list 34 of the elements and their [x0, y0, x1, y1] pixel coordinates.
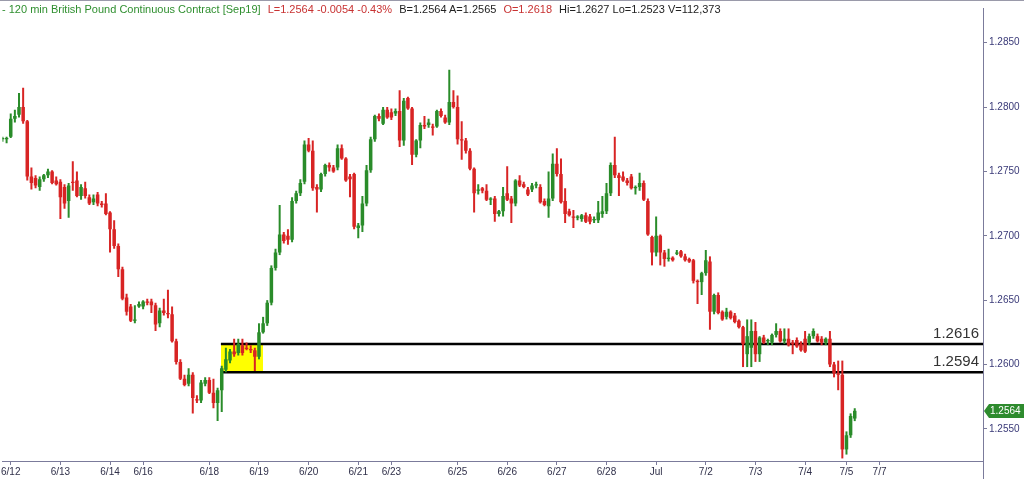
annotation: 1.2564	[990, 405, 1022, 417]
ref-line-label: 1.2616	[933, 323, 979, 341]
x-tick-label: 6/12	[1, 465, 21, 477]
x-tick-label: 7/7	[872, 465, 887, 477]
x-tick-label: 6/19	[249, 465, 270, 477]
y-tick-label: 1.2700	[989, 229, 1021, 241]
x-tick-label: 7/4	[798, 465, 813, 477]
x-tick-label: 6/18	[199, 465, 220, 477]
x-tick-label: 7/2	[698, 465, 714, 477]
annotation: O=1.2618	[503, 3, 553, 15]
x-tick-label: 6/13	[50, 465, 71, 477]
y-tick-label: 1.2800	[989, 100, 1021, 112]
y-tick-label: 1.2850	[989, 36, 1021, 48]
y-tick-label: 1.2550	[989, 422, 1021, 434]
chart-title: - 120 min British Pound Continuous Contract [Sep19]	[2, 3, 261, 15]
x-tick-label: 6/26	[497, 465, 518, 477]
y-tick-label: 1.2650	[989, 293, 1021, 305]
x-tick-label: 7/5	[839, 465, 854, 477]
x-tick-label: 6/21	[348, 465, 369, 477]
x-tick-label: 6/16	[133, 465, 154, 477]
x-tick-label: 6/27	[547, 465, 568, 477]
x-tick-label: 6/20	[298, 465, 319, 477]
annotation: B=1.2564 A=1.2565	[399, 3, 497, 15]
x-tick-label: 7/3	[748, 465, 763, 477]
x-tick-label: 6/28	[596, 465, 617, 477]
annotation: L=1.2564 -0.0054 -0.43%	[267, 3, 393, 15]
x-tick-label: 6/23	[381, 465, 402, 477]
y-tick-label: 1.2600	[989, 358, 1021, 370]
x-tick-label: 6/14	[100, 465, 121, 477]
x-tick-label: 6/25	[447, 465, 468, 477]
annotation: Hi=1.2627 Lo=1.2523 V=112,373	[559, 3, 721, 15]
x-tick-label: Jul	[649, 465, 663, 477]
ref-line-label: 1.2594	[933, 352, 979, 370]
y-tick-label: 1.2750	[989, 165, 1021, 177]
